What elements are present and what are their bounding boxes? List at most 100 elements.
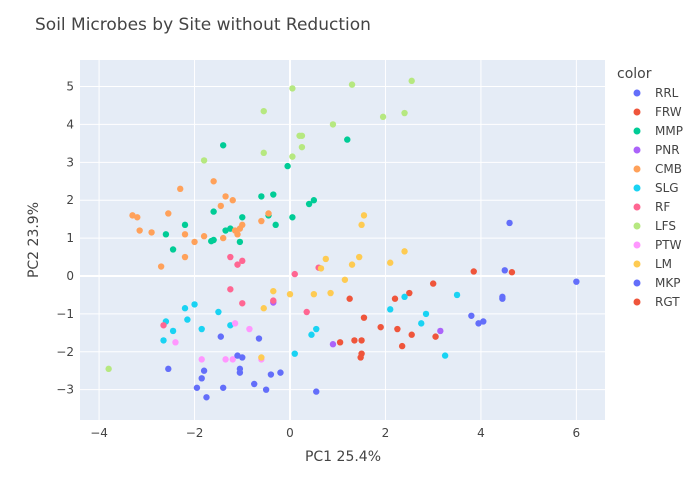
data-point	[265, 210, 272, 217]
data-point	[317, 265, 325, 272]
data-point	[357, 354, 364, 361]
data-point	[356, 253, 363, 261]
data-point	[260, 149, 267, 157]
data-point	[453, 291, 461, 299]
data-point	[200, 367, 208, 374]
data-point	[387, 259, 394, 266]
legend-label: PNR	[655, 143, 680, 157]
data-point	[210, 178, 217, 185]
data-point	[394, 325, 401, 333]
data-point	[172, 339, 179, 346]
data-point	[360, 212, 368, 219]
legend-item-ptw[interactable]: PTW	[633, 238, 682, 252]
legend-item-slg[interactable]: SLG	[633, 181, 679, 195]
legend-item-frw[interactable]: FRW	[633, 105, 682, 119]
y-tick-label: −1	[56, 307, 74, 321]
data-point	[313, 325, 320, 333]
x-tick-label: −2	[186, 426, 204, 440]
legend-item-mkp[interactable]: MKP	[633, 276, 681, 290]
data-point	[329, 121, 337, 128]
x-tick-label: 2	[382, 426, 390, 440]
grid-lines	[80, 60, 605, 420]
data-point	[358, 337, 365, 344]
legend-label: MMP	[655, 124, 683, 138]
data-point	[322, 255, 329, 263]
data-point	[401, 293, 408, 301]
legend[interactable]: RRL FRW MMP PNR CMB SLG RF LFS PTW LM MKP RGT	[633, 86, 683, 309]
legend-marker	[633, 89, 641, 97]
data-point	[401, 248, 408, 255]
data-point	[234, 261, 241, 268]
data-point	[573, 278, 580, 285]
data-point	[160, 337, 167, 344]
series-frw	[336, 268, 516, 361]
data-point	[184, 316, 191, 323]
data-point	[422, 310, 430, 318]
legend-label: PTW	[655, 238, 682, 252]
y-tick-label: −3	[56, 383, 74, 397]
data-point	[177, 185, 184, 193]
data-point	[160, 322, 167, 329]
data-point	[210, 208, 217, 215]
data-point	[379, 113, 387, 121]
data-point	[277, 369, 284, 376]
legend-item-lfs[interactable]: LFS	[633, 219, 677, 233]
data-point	[358, 221, 365, 229]
y-tick-label: 1	[66, 231, 74, 245]
data-point	[258, 354, 265, 361]
data-point	[270, 297, 277, 304]
data-point	[198, 325, 205, 333]
legend-marker	[633, 298, 641, 306]
data-point	[470, 268, 477, 275]
legend-label: CMB	[655, 162, 682, 176]
legend-item-pnr[interactable]: PNR	[633, 143, 680, 157]
chart-title: Soil Microbes by Site without Reduction	[35, 15, 371, 35]
series-mkp	[165, 333, 320, 401]
legend-marker	[633, 165, 641, 173]
plot-area	[80, 60, 605, 420]
data-point	[327, 289, 334, 297]
data-point	[134, 214, 141, 221]
data-point	[239, 214, 246, 221]
data-point	[270, 191, 277, 198]
data-point	[219, 384, 227, 391]
legend-marker	[633, 127, 641, 135]
data-point	[217, 333, 224, 340]
data-point	[165, 210, 172, 217]
data-point	[258, 217, 265, 225]
data-point	[289, 85, 296, 92]
data-point	[229, 197, 236, 204]
legend-item-lm[interactable]: LM	[633, 257, 673, 271]
data-point	[181, 253, 189, 261]
data-point	[267, 371, 275, 378]
data-point	[418, 320, 425, 327]
x-axis-title: PC1 25.4%	[305, 449, 381, 465]
data-point	[432, 333, 439, 340]
legend-label: FRW	[655, 105, 682, 119]
legend-label: RGT	[655, 295, 680, 309]
x-tick-label: 6	[573, 426, 581, 440]
data-point	[313, 388, 320, 395]
data-point	[165, 365, 172, 373]
y-tick-label: 2	[66, 193, 74, 207]
legend-item-mmp[interactable]: MMP	[633, 124, 683, 138]
data-point	[193, 384, 201, 391]
data-point	[298, 132, 306, 139]
data-point	[341, 276, 349, 283]
legend-marker	[633, 146, 641, 154]
data-point	[181, 221, 189, 229]
series-lfs	[105, 77, 415, 373]
data-point	[344, 136, 351, 143]
legend-marker	[633, 108, 641, 116]
data-point	[181, 231, 189, 238]
legend-item-cmb[interactable]: CMB	[633, 162, 682, 176]
data-point	[198, 356, 205, 363]
legend-item-rgt[interactable]: RGT	[633, 295, 681, 309]
data-point	[289, 214, 296, 221]
data-point	[239, 300, 246, 307]
data-point	[289, 153, 296, 160]
legend-item-rf[interactable]: RF	[633, 200, 671, 214]
data-point	[219, 142, 227, 149]
legend-item-rrl[interactable]: RRL	[633, 86, 679, 100]
